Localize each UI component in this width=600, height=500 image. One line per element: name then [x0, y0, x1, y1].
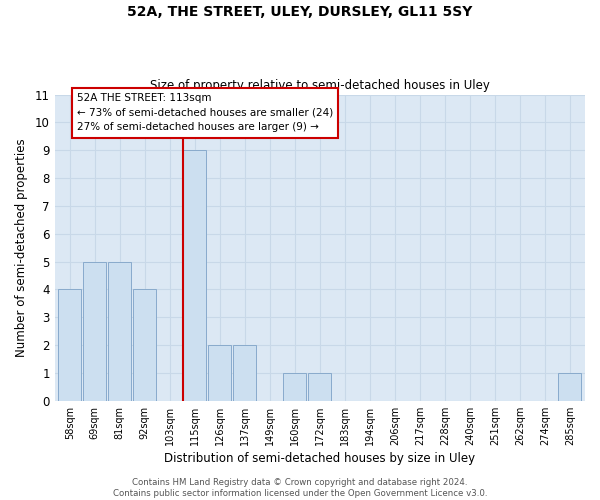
Bar [559, 373, 581, 401]
Bar [58, 290, 82, 401]
Text: Contains HM Land Registry data © Crown copyright and database right 2024.
Contai: Contains HM Land Registry data © Crown c… [113, 478, 487, 498]
Bar [283, 373, 307, 401]
Text: 52A THE STREET: 113sqm
← 73% of semi-detached houses are smaller (24)
27% of sem: 52A THE STREET: 113sqm ← 73% of semi-det… [77, 93, 333, 132]
Bar [208, 345, 232, 401]
Y-axis label: Number of semi-detached properties: Number of semi-detached properties [15, 138, 28, 357]
Title: Size of property relative to semi-detached houses in Uley: Size of property relative to semi-detach… [150, 79, 490, 92]
Bar [184, 150, 206, 401]
Bar [133, 290, 157, 401]
Bar [109, 262, 131, 401]
Text: 52A, THE STREET, ULEY, DURSLEY, GL11 5SY: 52A, THE STREET, ULEY, DURSLEY, GL11 5SY [127, 5, 473, 19]
Bar [83, 262, 106, 401]
Bar [233, 345, 256, 401]
X-axis label: Distribution of semi-detached houses by size in Uley: Distribution of semi-detached houses by … [164, 452, 475, 465]
Bar [308, 373, 331, 401]
